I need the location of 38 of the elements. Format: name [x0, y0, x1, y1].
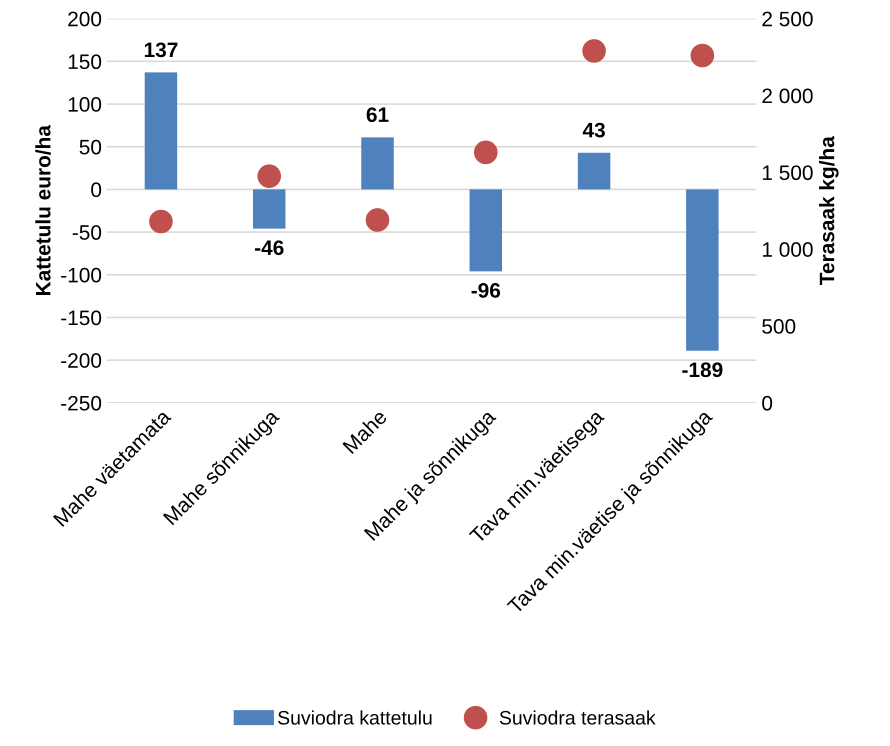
y-tick-label: 150: [68, 54, 102, 70]
y-tick-label: -150: [61, 310, 102, 326]
bar: [252, 189, 286, 229]
y-axis-title: Kattetulu euro/ha: [35, 124, 51, 295]
y-tick-label: -250: [61, 396, 102, 411]
data-label: 137: [144, 42, 178, 58]
y2-tick-label: 1 500: [762, 165, 813, 180]
legend-label: Suviodra kattetulu: [278, 710, 432, 725]
data-label: 61: [366, 107, 389, 122]
point: [690, 44, 714, 68]
y2-axis-title: Terasaak kg/ha: [819, 136, 839, 286]
bar: [686, 189, 719, 351]
bar: [470, 189, 502, 272]
bar: [578, 152, 610, 190]
y2-tick-label: 2 000: [762, 88, 813, 104]
bar: [144, 72, 178, 190]
y-tick-label: -200: [61, 353, 102, 368]
data-label: -189: [682, 362, 722, 378]
data-label: -96: [472, 283, 500, 298]
point: [474, 140, 498, 164]
data-label: -46: [254, 240, 284, 256]
y2-tick-label: 2 500: [762, 12, 813, 26]
y-tick-label: -50: [72, 225, 102, 240]
y-tick-label: 50: [80, 140, 102, 154]
point: [582, 39, 606, 63]
y-tick-label: 200: [68, 12, 102, 26]
y2-tick-label: 500: [762, 319, 796, 334]
point: [257, 164, 282, 188]
y-tick-label: 0: [91, 182, 102, 198]
y2-tick-label: 0: [762, 396, 772, 411]
bar: [361, 137, 394, 190]
point: [366, 208, 390, 232]
data-label: 43: [582, 122, 605, 138]
y-tick-label: 100: [68, 97, 102, 112]
point: [149, 210, 173, 234]
y2-tick-label: 1 000: [762, 242, 813, 257]
legend-label: Suviodra terasaak: [500, 710, 656, 725]
y-tick-label: -100: [61, 268, 102, 283]
